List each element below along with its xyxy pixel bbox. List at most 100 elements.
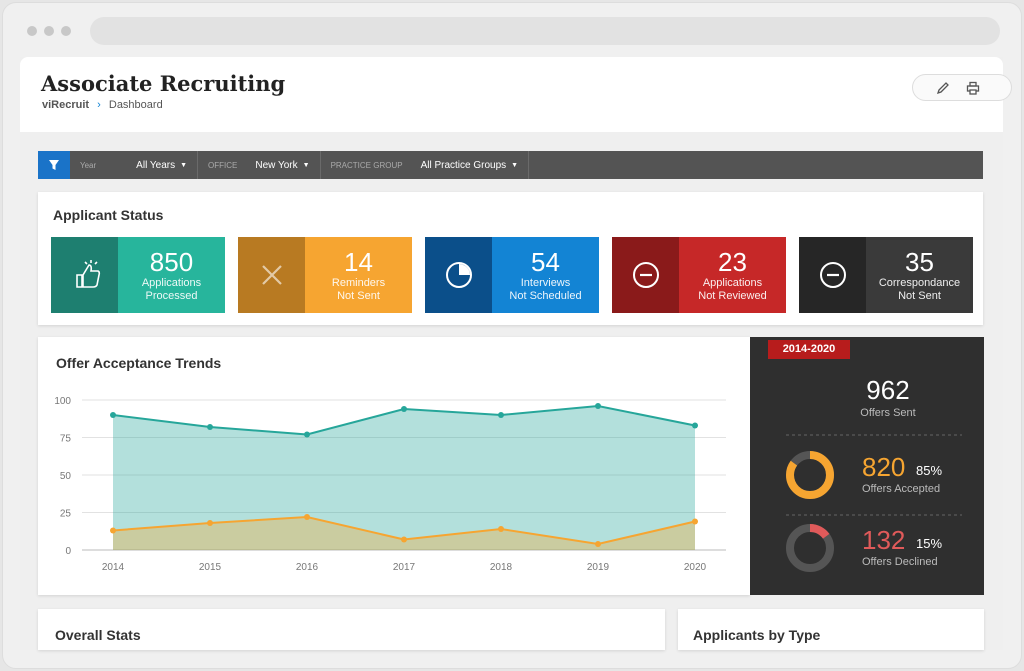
window-dot xyxy=(27,26,37,36)
toolbar xyxy=(912,74,1012,101)
data-point xyxy=(110,527,116,534)
filter-dropdown[interactable]: All Practice Groups xyxy=(420,159,507,171)
applicants-by-type-panel: Applicants by Type xyxy=(678,609,984,650)
chart: 0 25 50 75 100 2014 2015 2016 2017 2018 2019 2020 xyxy=(54,396,726,573)
y-tick-label: 25 xyxy=(60,509,72,520)
card-body: 23 Applications Not Reviewed xyxy=(679,237,786,313)
window-dot xyxy=(61,26,71,36)
card-label: Not Sent xyxy=(898,290,941,302)
dropdown-caret: ▼ xyxy=(180,161,188,169)
x-tick-label: 2018 xyxy=(490,562,513,573)
filter-dropdown[interactable]: All Years xyxy=(136,159,176,171)
header: Associate Recruiting viRecruit › Dashboa… xyxy=(20,57,1012,132)
filter-label: PRACTICE GROUP xyxy=(330,160,403,170)
data-point xyxy=(207,520,213,526)
icon xyxy=(75,260,100,288)
filter: OFFICE New York ▼ xyxy=(198,151,321,179)
summary-percent: 85% xyxy=(916,463,942,478)
edit-button[interactable] xyxy=(936,81,950,95)
card-label: Not Scheduled xyxy=(509,290,582,302)
card-label: Interviews xyxy=(520,277,571,289)
status-card[interactable]: 14 Reminders Not Sent xyxy=(238,237,412,313)
donut-arc xyxy=(786,524,834,572)
filter-label: OFFICE xyxy=(208,160,238,170)
data-point xyxy=(304,514,310,520)
filter-button[interactable] xyxy=(38,151,70,179)
filter-label: Year xyxy=(80,160,97,170)
icon xyxy=(819,262,846,288)
offers-sent-label: Offers Sent xyxy=(860,407,915,419)
filter-dropdown[interactable]: New York xyxy=(255,159,298,171)
filters: Year All Years ▼ OFFICE New York ▼ PRACTICE GR… xyxy=(70,151,530,179)
y-tick-label: 100 xyxy=(54,396,71,407)
card-label: Correspondance xyxy=(878,277,961,289)
donut-arc xyxy=(786,451,834,499)
y-tick-label: 0 xyxy=(65,546,71,557)
data-point xyxy=(401,406,407,412)
dropdown-caret: ▼ xyxy=(302,161,310,169)
filter-bar: Year All Years ▼ OFFICE New York ▼ PRACTICE GR… xyxy=(38,151,983,179)
overall-stats-panel: Overall Stats xyxy=(38,609,665,650)
status-card[interactable]: 23 Applications Not Reviewed xyxy=(612,237,786,313)
status-card[interactable]: 54 Interviews Not Scheduled xyxy=(425,237,599,313)
data-point xyxy=(595,541,601,547)
data-point xyxy=(401,536,407,543)
summary-panel: 2014-2020 962 Offers Sent 820 85% Offers Acc… xyxy=(750,337,984,595)
summary-value: 132 xyxy=(862,525,905,555)
x-tick-label: 2016 xyxy=(296,562,319,573)
chart-title: Offer Acceptance Trends xyxy=(56,355,222,371)
address-bar[interactable] xyxy=(90,17,1000,45)
status-card[interactable]: 850 Applications Processed xyxy=(51,237,225,313)
area-fill xyxy=(113,406,695,550)
card-value: 54 xyxy=(531,247,560,277)
data-point xyxy=(207,424,213,430)
x-tick-label: 2014 xyxy=(102,562,125,573)
card-icon xyxy=(799,237,866,313)
data-point xyxy=(304,431,310,438)
status-card[interactable]: 35 Correspondance Not Sent xyxy=(799,237,973,313)
card-icon xyxy=(238,237,305,313)
data-point xyxy=(692,422,698,429)
card-value: 850 xyxy=(149,247,194,277)
card-body: 14 Reminders Not Sent xyxy=(305,237,412,313)
breadcrumb-item: Dashboard xyxy=(108,99,163,111)
trend-panel: Offer Acceptance Trends 0 25 50 75 100 2014 20… xyxy=(38,337,750,595)
panel-title: Applicant Status xyxy=(53,207,164,223)
filter: PRACTICE GROUP All Practice Groups ▼ xyxy=(321,151,530,179)
y-tick-label: 75 xyxy=(60,434,72,445)
summary-graphics: 962 Offers Sent 820 85% Offers Accepted 132 15… xyxy=(786,375,962,572)
data-point xyxy=(595,403,601,409)
breadcrumb-separator: › xyxy=(97,99,101,111)
filter: Year All Years ▼ xyxy=(70,151,199,179)
breadcrumb-item[interactable]: viRecruit xyxy=(42,99,90,111)
applicant-status-panel: Applicant Status 850 Applications Processe… xyxy=(38,192,983,325)
card-body: 54 Interviews Not Scheduled xyxy=(492,237,599,313)
x-tick-label: 2020 xyxy=(684,562,707,573)
data-point xyxy=(498,526,504,532)
breadcrumb: viRecruit › Dashboard xyxy=(42,99,163,111)
offers-sent-value: 962 xyxy=(866,375,909,405)
summary-label: Offers Accepted xyxy=(862,483,940,495)
x-tick-label: 2015 xyxy=(199,562,222,573)
summary-percent: 15% xyxy=(916,536,942,551)
card-value: 35 xyxy=(905,247,934,277)
card-value: 23 xyxy=(718,247,747,277)
data-point xyxy=(692,518,698,525)
icon xyxy=(445,262,472,288)
period-tag: 2014-2020 xyxy=(768,340,850,359)
card-label: Not Sent xyxy=(337,290,380,302)
card-icon xyxy=(425,237,492,313)
area-fill xyxy=(113,517,695,550)
icon xyxy=(632,262,659,288)
card-label: Processed xyxy=(145,290,198,302)
x-tick-label: 2017 xyxy=(393,562,416,573)
card-value: 14 xyxy=(344,247,373,277)
summary-value: 820 xyxy=(862,452,905,482)
data-point xyxy=(110,412,116,418)
print-button[interactable] xyxy=(966,81,980,95)
card-label: Reminders xyxy=(331,277,386,289)
card-label: Not Reviewed xyxy=(698,290,767,302)
card-icon xyxy=(51,237,118,313)
summary-label: Offers Declined xyxy=(862,556,938,568)
